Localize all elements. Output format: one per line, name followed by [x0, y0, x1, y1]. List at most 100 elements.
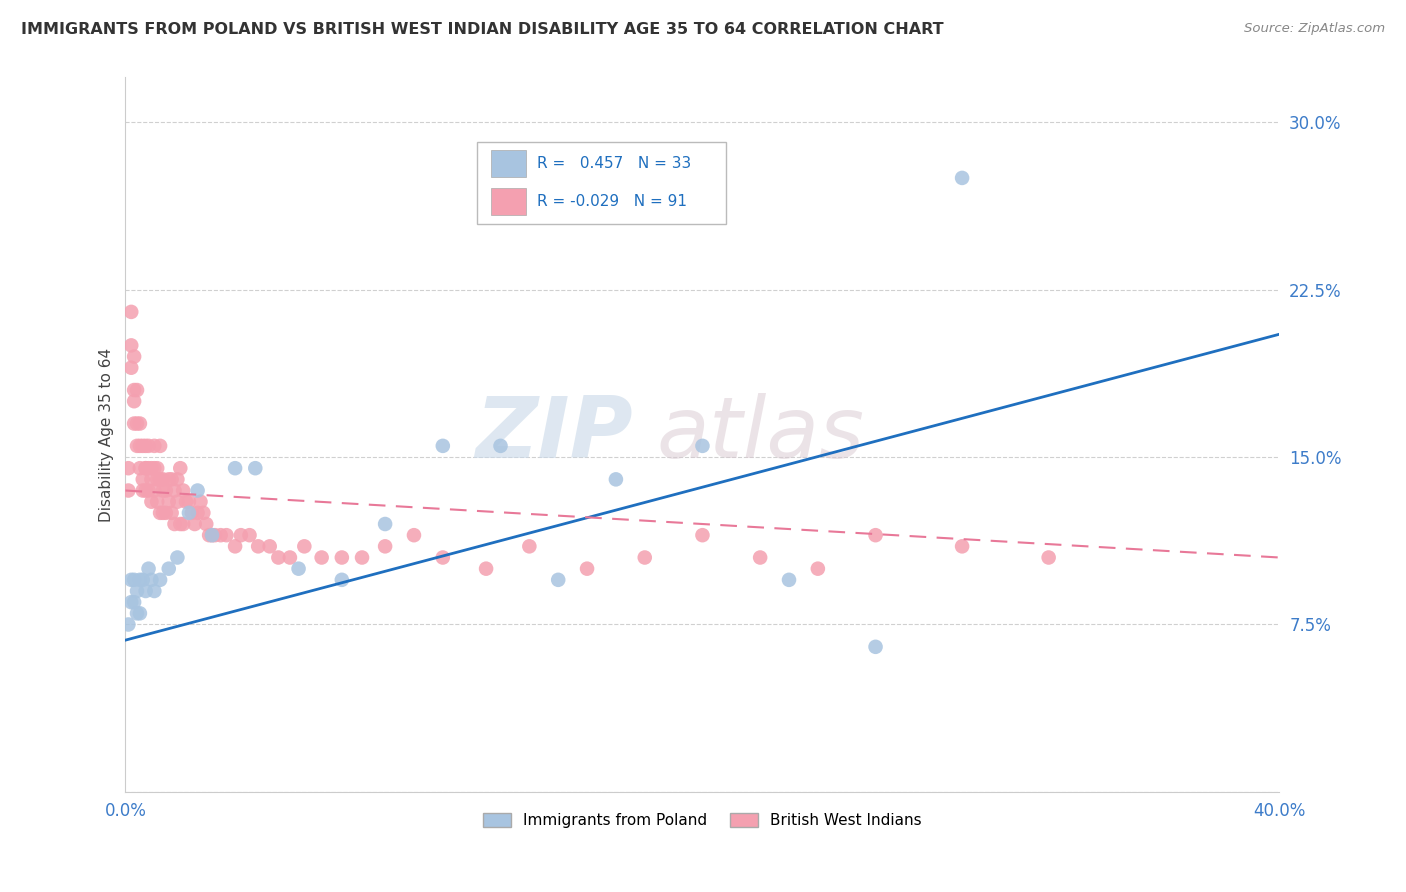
Point — [122, 350, 145, 364]
Point — [778, 573, 800, 587]
Point — [177, 506, 200, 520]
Point — [135, 461, 157, 475]
Point — [132, 439, 155, 453]
Point — [350, 550, 373, 565]
Point — [330, 550, 353, 565]
Point — [146, 461, 169, 475]
Point — [122, 573, 145, 587]
Point — [141, 461, 163, 475]
Point — [224, 539, 246, 553]
Point — [278, 550, 301, 565]
Point — [135, 584, 157, 599]
Point — [132, 573, 155, 587]
Point — [117, 617, 139, 632]
Point — [163, 483, 186, 498]
Point — [287, 562, 309, 576]
Point — [187, 483, 209, 498]
Point — [204, 528, 226, 542]
Point — [141, 573, 163, 587]
Point — [128, 439, 150, 453]
Point — [149, 439, 172, 453]
Legend: Immigrants from Poland, British West Indians: Immigrants from Poland, British West Ind… — [477, 806, 928, 834]
Point — [141, 472, 163, 486]
Point — [120, 338, 142, 352]
Point — [634, 550, 657, 565]
Point — [172, 483, 194, 498]
Point — [193, 506, 215, 520]
Point — [605, 472, 627, 486]
Point — [950, 170, 973, 185]
Point — [177, 494, 200, 508]
Point — [155, 506, 177, 520]
Point — [519, 539, 541, 553]
Point — [143, 439, 166, 453]
Point — [152, 472, 174, 486]
Point — [489, 439, 512, 453]
Point — [195, 516, 218, 531]
Point — [120, 595, 142, 609]
Point — [198, 528, 221, 542]
Point — [155, 483, 177, 498]
Text: R =   0.457   N = 33: R = 0.457 N = 33 — [537, 156, 692, 171]
Point — [807, 562, 830, 576]
Point — [128, 417, 150, 431]
Bar — [491, 188, 526, 215]
Text: R = -0.029   N = 91: R = -0.029 N = 91 — [537, 194, 688, 210]
Point — [245, 461, 267, 475]
Point — [157, 562, 180, 576]
Point — [169, 516, 191, 531]
Point — [215, 528, 238, 542]
Point — [749, 550, 772, 565]
Point — [138, 461, 160, 475]
Point — [122, 417, 145, 431]
Point — [128, 573, 150, 587]
Point — [120, 360, 142, 375]
Point — [183, 516, 205, 531]
Point — [152, 483, 174, 498]
Point — [125, 607, 148, 621]
Point — [374, 516, 396, 531]
Point — [141, 494, 163, 508]
Point — [209, 528, 232, 542]
Point — [1038, 550, 1060, 565]
Point — [172, 516, 194, 531]
Point — [247, 539, 270, 553]
FancyBboxPatch shape — [478, 142, 725, 224]
Point — [149, 506, 172, 520]
Point — [132, 483, 155, 498]
Point — [187, 506, 209, 520]
Point — [149, 573, 172, 587]
Bar — [491, 151, 526, 178]
Point — [157, 472, 180, 486]
Point — [267, 550, 290, 565]
Point — [152, 506, 174, 520]
Point — [157, 494, 180, 508]
Point — [865, 528, 887, 542]
Point — [166, 472, 188, 486]
Point — [166, 494, 188, 508]
Point — [865, 640, 887, 654]
Point — [163, 516, 186, 531]
Point — [160, 506, 183, 520]
Point — [238, 528, 260, 542]
Point — [138, 562, 160, 576]
Point — [169, 461, 191, 475]
Point — [125, 417, 148, 431]
Point — [330, 573, 353, 587]
Point — [149, 472, 172, 486]
Point — [190, 494, 212, 508]
Point — [143, 584, 166, 599]
Point — [117, 461, 139, 475]
Point — [432, 550, 454, 565]
Point — [120, 573, 142, 587]
Point — [547, 573, 569, 587]
Point — [146, 472, 169, 486]
Point — [125, 383, 148, 397]
Point — [138, 483, 160, 498]
Point — [125, 584, 148, 599]
Point — [125, 439, 148, 453]
Point — [692, 528, 714, 542]
Point — [224, 461, 246, 475]
Point — [692, 439, 714, 453]
Text: atlas: atlas — [657, 393, 865, 476]
